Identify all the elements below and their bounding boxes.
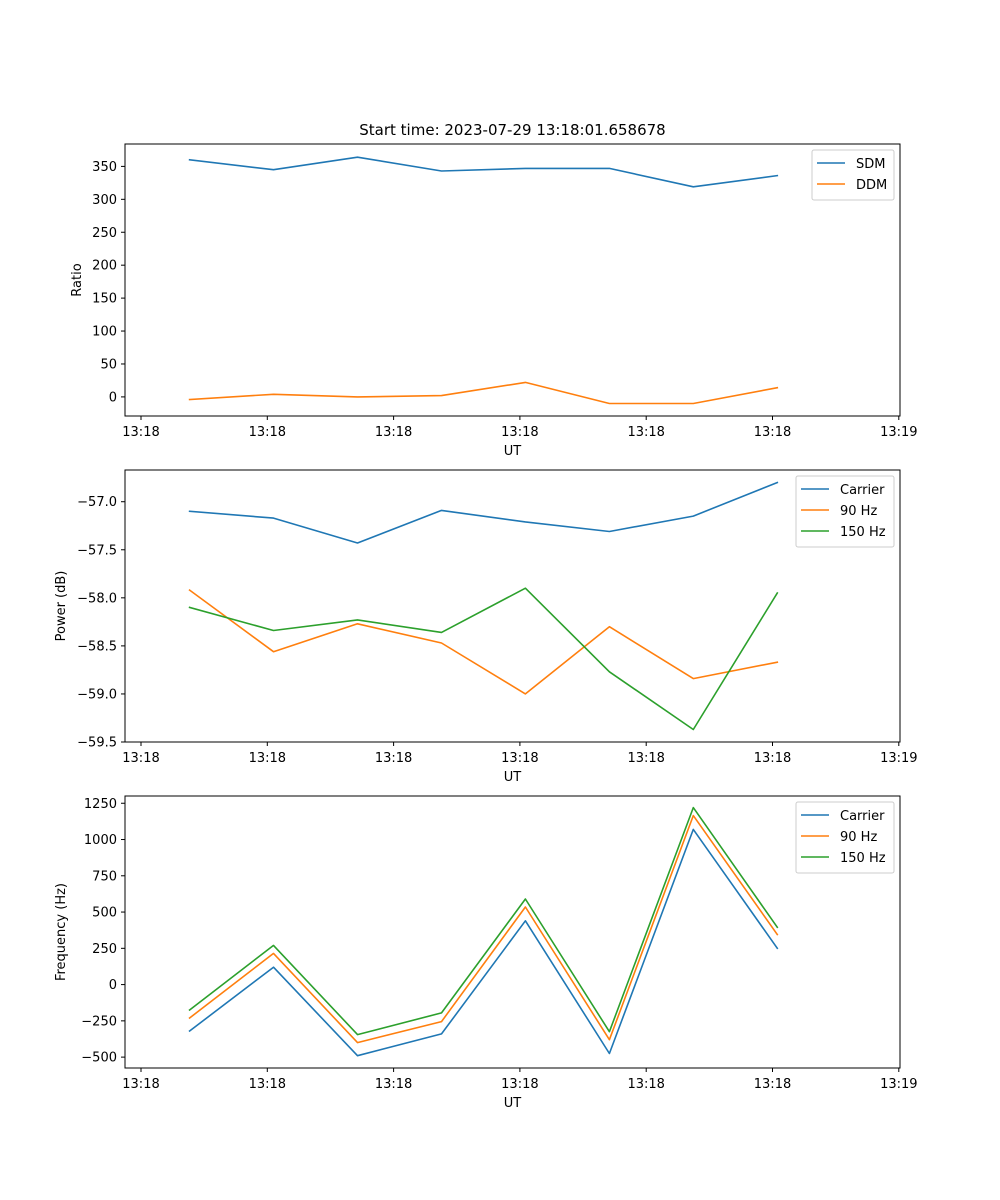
y-tick-label: 100 xyxy=(92,325,117,340)
legend: Carrier 90 Hz 150 Hz xyxy=(795,801,895,874)
series-line-150-hz xyxy=(188,806,779,1036)
series-line-90-hz xyxy=(188,588,779,695)
x-tick-label: 13:18 xyxy=(122,425,159,440)
y-tick-label: −57.0 xyxy=(77,495,117,510)
x-tick-label: 13:18 xyxy=(754,1077,791,1092)
y-tick-label: 750 xyxy=(92,869,117,884)
x-axis-label: UT xyxy=(504,770,522,785)
x-tick-label: 13:18 xyxy=(627,751,664,766)
y-tick-label: 350 xyxy=(92,160,117,175)
y-tick-label: 300 xyxy=(92,193,117,208)
y-tick-label: 50 xyxy=(100,357,117,372)
y-tick-label: −250 xyxy=(81,1014,117,1029)
series-line-carrier xyxy=(188,481,779,544)
x-tick-label: 13:18 xyxy=(375,425,412,440)
y-axis-label: Frequency (Hz) xyxy=(54,883,69,981)
y-tick-label: 0 xyxy=(109,978,117,993)
power-plot: 13:18 13:18 13:18 13:18 13:18 13:18 13:19 UT −59… xyxy=(54,469,918,785)
y-tick-label: 1250 xyxy=(84,797,117,812)
frequency-plot: 13:18 13:18 13:18 13:18 13:18 13:18 13:19 UT −50… xyxy=(54,795,918,1111)
y-tick-label: 250 xyxy=(92,942,117,957)
y-tick-label: −59.5 xyxy=(77,736,117,751)
x-tick-label: 13:18 xyxy=(627,1077,664,1092)
x-tick-label: 13:19 xyxy=(880,1077,917,1092)
axes-frame xyxy=(124,143,901,417)
legend-label: 90 Hz xyxy=(840,504,877,519)
x-tick-label: 13:19 xyxy=(880,751,917,766)
y-tick-label: 150 xyxy=(92,292,117,307)
x-tick-label: 13:18 xyxy=(754,425,791,440)
x-tick-label: 13:18 xyxy=(249,425,286,440)
y-tick-label: 200 xyxy=(92,259,117,274)
axes-frame xyxy=(124,795,901,1069)
series-line-carrier xyxy=(188,828,779,1057)
legend: Carrier 90 Hz 150 Hz xyxy=(795,475,895,548)
y-tick-label: −59.0 xyxy=(77,687,117,702)
axes-frame xyxy=(124,469,901,743)
legend: SDM DDM xyxy=(811,149,895,201)
x-tick-label: 13:18 xyxy=(375,751,412,766)
x-tick-label: 13:18 xyxy=(375,1077,412,1092)
y-tick-label: −57.5 xyxy=(77,543,117,558)
y-tick-label: −58.5 xyxy=(77,639,117,654)
x-tick-label: 13:18 xyxy=(501,751,538,766)
x-tick-label: 13:18 xyxy=(627,425,664,440)
y-tick-label: 0 xyxy=(109,390,117,405)
series-line-ddm xyxy=(188,381,779,405)
x-axis-label: UT xyxy=(504,1096,522,1111)
legend-label: 90 Hz xyxy=(840,830,877,845)
x-tick-label: 13:18 xyxy=(249,751,286,766)
x-tick-label: 13:18 xyxy=(249,1077,286,1092)
series-line-sdm xyxy=(188,156,779,188)
chart-title: Start time: 2023-07-29 13:18:01.658678 xyxy=(359,121,665,139)
y-tick-label: −58.0 xyxy=(77,591,117,606)
ratio-plot: 13:18 13:18 13:18 13:18 13:18 13:18 13:19 UT 0 50… xyxy=(70,143,918,459)
y-tick-label: −500 xyxy=(81,1051,117,1066)
x-tick-label: 13:18 xyxy=(501,1077,538,1092)
series-line-90-hz xyxy=(188,814,779,1044)
series-line-150-hz xyxy=(188,587,779,731)
legend-label: 150 Hz xyxy=(840,525,886,540)
legend-frame xyxy=(795,475,895,548)
x-tick-label: 13:18 xyxy=(122,751,159,766)
x-tick-label: 13:19 xyxy=(880,425,917,440)
y-tick-label: 1000 xyxy=(84,833,117,848)
legend-label: SDM xyxy=(856,157,885,172)
legend-label: 150 Hz xyxy=(840,851,886,866)
legend-label: DDM xyxy=(856,178,887,193)
y-axis-label: Ratio xyxy=(70,263,85,296)
y-tick-label: 250 xyxy=(92,226,117,241)
y-tick-label: 500 xyxy=(92,906,117,921)
x-tick-label: 13:18 xyxy=(754,751,791,766)
x-tick-label: 13:18 xyxy=(122,1077,159,1092)
legend-frame xyxy=(795,801,895,874)
x-axis-label: UT xyxy=(504,444,522,459)
legend-label: Carrier xyxy=(840,483,885,498)
y-axis-label: Power (dB) xyxy=(54,571,69,642)
x-tick-label: 13:18 xyxy=(501,425,538,440)
legend-label: Carrier xyxy=(840,809,885,824)
